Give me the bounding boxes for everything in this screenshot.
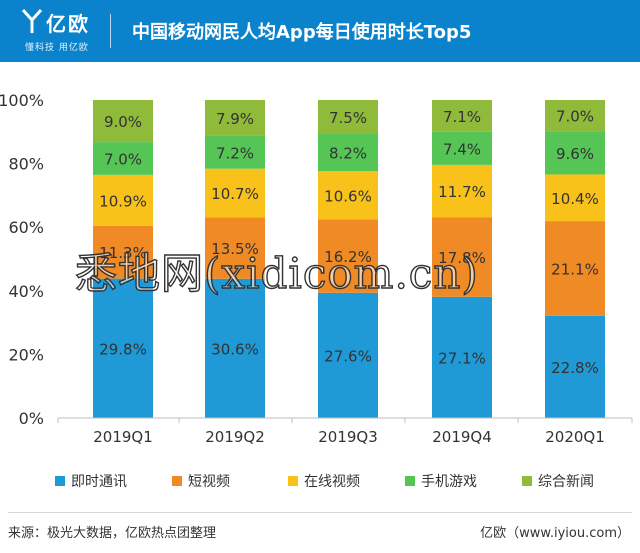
source-note: 来源：极光大数据，亿欧热点团整理 [8, 526, 217, 541]
bar-segment [318, 100, 378, 135]
data-label: 10.7% [211, 185, 259, 203]
logo-text: 亿欧 [46, 12, 90, 36]
data-label: 17.8% [438, 249, 486, 267]
bar-segment [93, 142, 153, 175]
header-banner: 亿欧 懂科技 用亿欧 中国移动网民人均App每日使用时长Top5 [0, 0, 640, 62]
y-axis: 0% 20% 40% 60% 80% 100% [0, 91, 44, 428]
bar-segment [205, 100, 265, 136]
legend-label: 在线视频 [304, 474, 360, 490]
bars: 29.8% 11.3% 10.9% 7.0% 9.0% 30.6% 13.5% 10.7% 7.… [93, 100, 605, 418]
data-label: 7.9% [216, 110, 254, 128]
data-label: 7.1% [443, 108, 481, 126]
credit-note: 亿欧（www.iyiou.com） [480, 526, 630, 541]
x-axis: 2019Q1 2019Q2 2019Q3 2019Q4 2020Q1 [57, 417, 633, 446]
data-label: 10.4% [551, 190, 599, 208]
data-label: 7.5% [329, 109, 367, 127]
data-label: 9.0% [104, 113, 142, 131]
data-label: 27.1% [438, 349, 486, 367]
legend-swatch [288, 476, 298, 486]
data-label: 10.6% [324, 187, 372, 205]
x-tick-label: 2019Q1 [93, 428, 153, 446]
x-tick-label: 2019Q3 [318, 428, 378, 446]
bar-segment [93, 225, 153, 279]
legend: 即时通讯 短视频 在线视频 手机游戏 综合新闻 [55, 474, 594, 490]
legend-swatch [55, 476, 65, 486]
legend-label: 综合新闻 [538, 474, 594, 490]
bar-segment [545, 174, 605, 222]
y-tick-label: 0% [19, 409, 44, 428]
data-label: 13.5% [211, 240, 259, 258]
data-label: 8.2% [329, 145, 367, 163]
bar-segment [432, 100, 492, 132]
data-label: 9.6% [556, 145, 594, 163]
y-tick-label: 20% [8, 345, 44, 364]
bar-segment [205, 135, 265, 169]
bar-segment [432, 296, 492, 418]
bar-segment [318, 292, 378, 418]
data-label: 30.6% [211, 340, 259, 358]
data-label: 16.2% [324, 248, 372, 266]
x-tick-label: 2019Q4 [432, 428, 492, 446]
bar-segment [432, 217, 492, 297]
bar-segment [318, 171, 378, 220]
stacked-bar-chart: 0% 20% 40% 60% 80% 100% 29.8% 11.3% 10.9% 7.0% 9.… [0, 91, 633, 490]
bar-segment [545, 100, 605, 132]
data-label: 7.0% [556, 108, 594, 126]
logo-icon [22, 8, 42, 33]
bar-segment [318, 134, 378, 172]
data-label: 21.1% [551, 260, 599, 278]
legend-label: 即时通讯 [71, 474, 127, 490]
data-label: 22.8% [551, 359, 599, 377]
x-tick-label: 2019Q2 [205, 428, 265, 446]
y-tick-label: 40% [8, 282, 44, 301]
y-tick-label: 80% [8, 155, 44, 174]
bar-segment [545, 221, 605, 316]
bar-segment [205, 168, 265, 218]
data-label: 10.9% [99, 192, 147, 210]
bar-segment [93, 174, 153, 226]
bar-segment [432, 131, 492, 165]
bar-segment [545, 315, 605, 418]
bar-segment [93, 100, 153, 143]
bar-segment [93, 278, 153, 418]
legend-swatch [172, 476, 182, 486]
footer-divider [8, 512, 632, 513]
data-label: 7.2% [216, 144, 254, 162]
chart-title: 中国移动网民人均App每日使用时长Top5 [132, 22, 472, 43]
bar-segment [318, 219, 378, 293]
legend-swatch [522, 476, 532, 486]
data-label: 29.8% [99, 340, 147, 358]
legend-label: 短视频 [188, 474, 230, 490]
data-label: 11.3% [99, 244, 147, 262]
legend-label: 手机游戏 [421, 474, 477, 490]
bar-segment [545, 131, 605, 175]
x-tick-label: 2020Q1 [545, 428, 605, 446]
y-tick-label: 100% [0, 91, 44, 110]
bar-segment [205, 217, 265, 279]
header-divider [110, 14, 111, 48]
data-label: 27.6% [324, 347, 372, 365]
legend-swatch [405, 476, 415, 486]
bar-segment [205, 278, 265, 418]
data-label: 7.4% [443, 140, 481, 158]
data-label: 11.7% [438, 183, 486, 201]
data-label: 7.0% [104, 150, 142, 168]
logo-slogan: 懂科技 用亿欧 [25, 43, 89, 53]
y-tick-label: 60% [8, 218, 44, 237]
bar-segment [432, 164, 492, 218]
